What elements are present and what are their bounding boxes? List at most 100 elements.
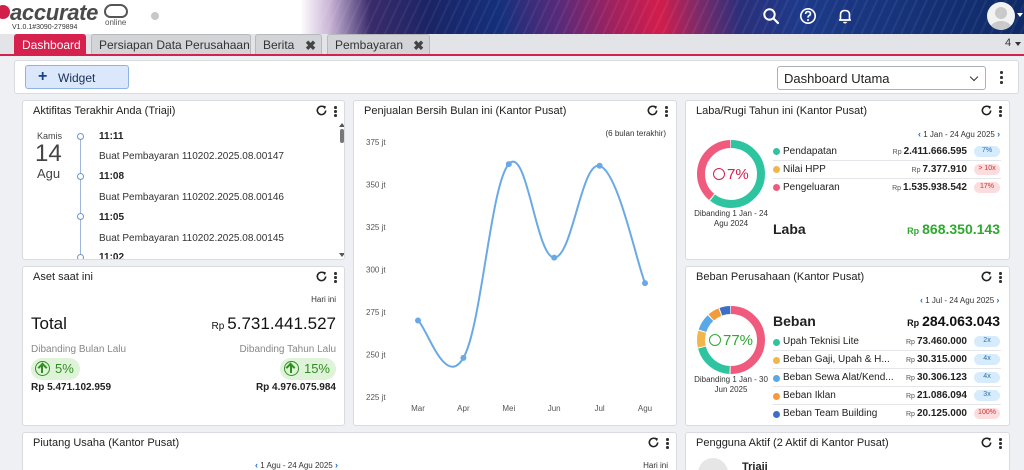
chevron-down-icon[interactable] [1015, 42, 1021, 46]
expense-total-value: Rp 284.063.043 [907, 313, 1000, 329]
legend-label: Nilai HPP [783, 164, 826, 175]
more-options-icon[interactable] [998, 272, 1002, 286]
legend-dot [773, 375, 780, 382]
row-divider [773, 368, 1001, 369]
period-selector[interactable]: ‹ 1 Jul - 24 Agu 2025 › [920, 295, 999, 305]
period-selector[interactable]: ‹ 1 Jan - 24 Agu 2025 › [918, 129, 1000, 139]
expense-value: Rp 30.315.000 [905, 354, 967, 365]
arrow-down-icon [713, 168, 725, 180]
y-tick-label: 250 jt [366, 351, 386, 360]
donut-segment[interactable] [697, 140, 765, 208]
plus-icon: + [38, 68, 48, 85]
asset-period: Hari ini [311, 295, 336, 304]
scrollbar-thumb[interactable] [340, 129, 344, 143]
activity-time: 11:02 [99, 252, 125, 260]
tab-berita[interactable]: Berita ✖ [255, 34, 322, 54]
chevron-down-icon[interactable] [1017, 13, 1023, 17]
chevron-left-icon[interactable]: ‹ [255, 460, 258, 470]
expense-label[interactable]: Beban Team Building [783, 408, 878, 419]
more-options-icon[interactable] [998, 438, 1002, 452]
expense-label[interactable]: Upah Teknisi Lite [783, 336, 859, 347]
donut-segment[interactable] [697, 140, 765, 208]
period-label: 1 Jul - 24 Agu 2025 [925, 296, 995, 305]
expense-label[interactable]: Beban Gaji, Upah & H... [783, 354, 890, 365]
card-title: Aset saat ini [33, 271, 93, 283]
legend-label: Pendapatan [783, 146, 837, 157]
compare-year-badge: 15% [279, 358, 336, 380]
tab-count[interactable]: 4 [1005, 37, 1012, 49]
accurate-logo[interactable]: accurate online V1.0.1#3090-279894 [0, 0, 152, 33]
card-title: Pengguna Aktif (2 Aktif di Kantor Pusat) [696, 437, 889, 449]
more-options-icon[interactable] [998, 106, 1002, 120]
compare-month-pct: 5% [55, 361, 74, 376]
dashboard-toolbar: + Widget Dashboard Utama [14, 60, 1019, 94]
data-point[interactable] [642, 280, 648, 287]
dashboard-select-value: Dashboard Utama [784, 71, 890, 86]
compare-month-badge: 5% [31, 358, 80, 380]
bell-icon[interactable] [836, 7, 854, 25]
close-icon[interactable]: ✖ [413, 38, 424, 53]
chevron-right-icon[interactable]: › [996, 295, 1000, 305]
refresh-icon[interactable] [980, 270, 993, 283]
data-point[interactable] [505, 161, 512, 168]
profit-donut-chart [697, 140, 765, 208]
refresh-icon[interactable] [315, 104, 328, 117]
refresh-icon[interactable] [315, 270, 328, 283]
chevron-left-icon[interactable]: ‹ [918, 129, 921, 139]
help-icon[interactable] [799, 7, 817, 25]
legend-value: Rp 2.411.666.595 [892, 146, 967, 157]
chevron-right-icon[interactable]: › [997, 129, 1001, 139]
data-point[interactable] [551, 254, 558, 261]
donut-segment[interactable] [697, 306, 765, 374]
tab-dashboard[interactable]: Dashboard [14, 34, 86, 54]
x-tick-label: Mei [502, 404, 515, 413]
change-badge: 100% [974, 408, 1000, 419]
expense-card: Beban Perusahaan (Kantor Pusat) ‹ 1 Jul … [685, 266, 1010, 426]
activity-time: 11:08 [99, 171, 125, 182]
more-options-icon[interactable] [665, 438, 669, 452]
row-divider [773, 160, 1001, 161]
more-options-icon[interactable] [333, 272, 337, 286]
card-title: Piutang Usaha (Kantor Pusat) [33, 437, 180, 449]
user-avatar[interactable] [987, 2, 1015, 30]
close-icon[interactable]: ✖ [305, 38, 316, 53]
refresh-icon[interactable] [647, 436, 660, 449]
x-tick-label: Apr [457, 404, 470, 413]
profit-value: Rp 868.350.143 [907, 221, 1000, 237]
search-icon[interactable] [762, 7, 780, 25]
activity-desc[interactable]: Buat Pembayaran 110202.2025.08.00146 [99, 192, 284, 203]
x-tick-label: Mar [411, 404, 425, 413]
expense-label[interactable]: Beban Sewa Alat/Kend... [783, 372, 894, 383]
change-badge: 7% [974, 146, 1000, 157]
row-divider [773, 178, 1001, 179]
chevron-left-icon[interactable]: ‹ [920, 295, 923, 305]
change-badge: > 10x [974, 164, 1000, 175]
arrow-up-icon [35, 361, 50, 376]
data-point[interactable] [460, 354, 467, 361]
donut-segment[interactable] [697, 306, 765, 374]
more-options-icon[interactable] [999, 71, 1003, 85]
period-selector[interactable]: ‹ 1 Agu - 24 Agu 2025 › [255, 460, 338, 470]
dashboard-select[interactable]: Dashboard Utama [777, 66, 986, 90]
profit-label: Laba [773, 221, 806, 237]
more-options-icon[interactable] [664, 106, 668, 120]
scroll-down-arrow[interactable] [339, 253, 344, 257]
refresh-icon[interactable] [980, 436, 993, 449]
expense-label[interactable]: Beban Iklan [783, 390, 836, 401]
refresh-icon[interactable] [646, 104, 659, 117]
activity-desc[interactable]: Buat Pembayaran 110202.2025.08.00147 [99, 151, 284, 162]
chevron-right-icon[interactable]: › [334, 460, 338, 470]
tab-persiapan-data[interactable]: Persiapan Data Perusahaan [91, 34, 251, 54]
refresh-icon[interactable] [980, 104, 993, 117]
activity-desc[interactable]: Buat Pembayaran 110202.2025.08.00145 [99, 233, 284, 244]
scroll-up-arrow[interactable] [339, 123, 344, 127]
add-widget-button[interactable]: + Widget [25, 65, 129, 89]
data-point[interactable] [596, 162, 603, 169]
logo-text: accurate [10, 0, 99, 25]
tab-pembayaran[interactable]: Pembayaran ✖ [327, 34, 430, 54]
compare-year-label: Dibanding Tahun Lalu [239, 344, 336, 355]
tab-label: Berita [263, 38, 295, 52]
widget-button-label: Widget [58, 71, 96, 85]
data-point[interactable] [415, 317, 421, 324]
more-options-icon[interactable] [333, 106, 337, 120]
